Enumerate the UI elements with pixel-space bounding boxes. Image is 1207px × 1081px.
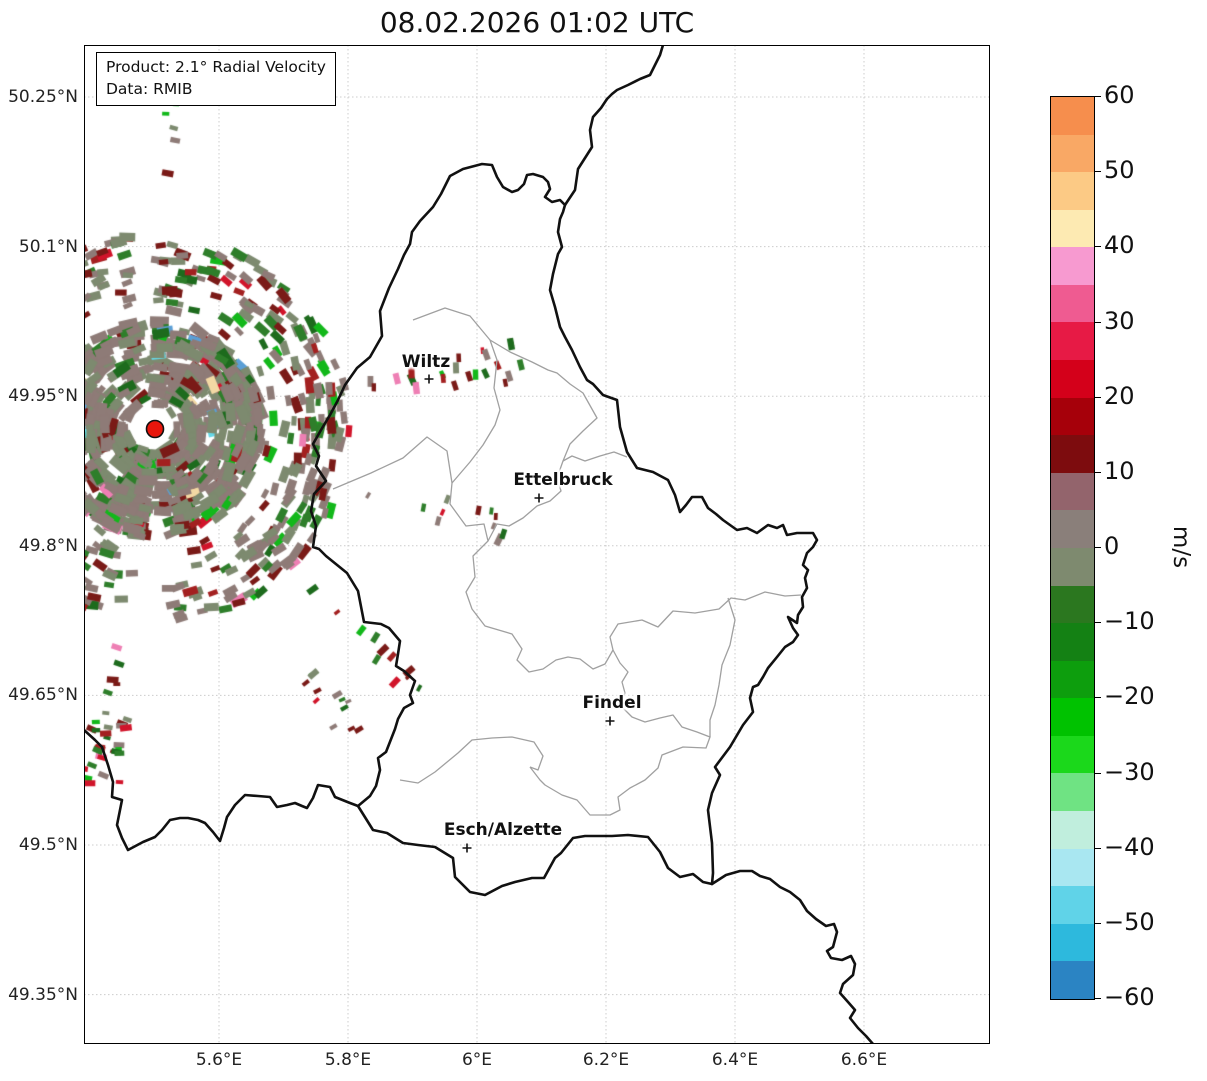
- colorbar-band: [1051, 773, 1094, 811]
- colorbar-tick-label: −20: [1104, 682, 1155, 711]
- canton-border: [399, 736, 544, 784]
- lat-tick-label: 49.5°N: [18, 835, 78, 855]
- colorbar-tick: [1094, 321, 1101, 323]
- lon-tick-label: 6°E: [461, 1050, 493, 1070]
- colorbar-band: [1051, 886, 1094, 924]
- colorbar-tick-label: 40: [1104, 231, 1135, 260]
- colorbar-tick-label: 10: [1104, 456, 1135, 485]
- city-label-wiltz: Wiltz: [401, 352, 451, 372]
- colorbar-band: [1051, 585, 1094, 624]
- colorbar-tick: [1094, 471, 1101, 473]
- lat-tick-label: 49.95°N: [8, 386, 78, 407]
- colorbar-tick-label: 30: [1104, 306, 1135, 335]
- colorbar-tick-label: −60: [1104, 983, 1155, 1011]
- colorbar-band: [1051, 360, 1094, 398]
- product-line: Product: 2.1° Radial Velocity: [106, 58, 326, 76]
- lat-tick-label: 49.65°N: [8, 685, 78, 706]
- colorbar-tick: [1094, 772, 1101, 774]
- colorbar-tick: [1094, 697, 1101, 699]
- national-border-germany-france: [710, 869, 875, 1044]
- product-annotation-box: Product: 2.1° Radial Velocity Data: RMIB: [96, 52, 336, 106]
- colorbar-tick: [1094, 96, 1101, 97]
- colorbar-band: [1051, 97, 1094, 135]
- colorbar-tick-label: 20: [1104, 381, 1135, 410]
- colorbar-band: [1051, 923, 1094, 962]
- colorbar-tick: [1094, 922, 1101, 924]
- data-source-line: Data: RMIB: [106, 80, 193, 99]
- colorbar-tick: [1094, 171, 1101, 173]
- city-label-ettelbruck: Ettelbruck: [513, 470, 613, 490]
- colorbar: [1050, 96, 1095, 1000]
- colorbar-band: [1051, 172, 1094, 210]
- lon-tick-label: 5.6°E: [195, 1050, 243, 1070]
- colorbar-tick: [1094, 547, 1101, 548]
- lat-tick-label: 49.8°N: [18, 535, 78, 556]
- colorbar-band: [1051, 547, 1094, 586]
- canton-border: [412, 307, 501, 484]
- colorbar-tick: [1094, 396, 1101, 398]
- colorbar-tick-label: −40: [1104, 832, 1155, 861]
- page-title: 08.02.2026 01:02 UTC: [379, 6, 695, 39]
- colorbar-band: [1051, 209, 1094, 248]
- colorbar-tick: [1094, 847, 1101, 849]
- canton-border: [562, 451, 628, 462]
- colorbar-band: [1051, 510, 1094, 548]
- colorbar-band: [1051, 435, 1094, 473]
- colorbar-band: [1051, 623, 1094, 661]
- colorbar-band: [1051, 134, 1094, 173]
- national-border-france-belgium: [84, 728, 360, 852]
- lon-tick-label: 5.8°E: [324, 1050, 372, 1070]
- colorbar-tick: [1094, 622, 1101, 624]
- radar-station-marker: [145, 419, 165, 439]
- canton-border: [487, 339, 598, 542]
- colorbar-band: [1051, 660, 1094, 699]
- colorbar-band: [1051, 322, 1094, 361]
- colorbar-unit-label: m/s: [1168, 525, 1194, 569]
- lon-tick-label: 6.2°E: [582, 1050, 630, 1070]
- colorbar-band: [1051, 397, 1094, 436]
- city-label-findel: Findel: [582, 693, 642, 713]
- city-label-esch-alzette: Esch/Alzette: [443, 820, 563, 840]
- canton-border: [709, 597, 736, 737]
- colorbar-tick-label: 60: [1104, 81, 1135, 109]
- colorbar-tick: [1094, 998, 1101, 999]
- colorbar-band: [1051, 810, 1094, 849]
- canton-border: [332, 436, 802, 673]
- lat-tick-label: 50.25°N: [8, 87, 78, 107]
- colorbar-tick-label: −10: [1104, 607, 1155, 636]
- colorbar-tick: [1094, 246, 1101, 248]
- colorbar-tick-label: 0: [1104, 532, 1120, 560]
- map-axes-frame: [84, 45, 990, 1044]
- city-marker-icon: [424, 374, 434, 384]
- luxembourg-border: [309, 162, 819, 897]
- canton-border: [529, 649, 711, 816]
- colorbar-tick-label: −30: [1104, 757, 1155, 786]
- colorbar-tick-label: 50: [1104, 156, 1135, 185]
- colorbar-band: [1051, 472, 1094, 511]
- city-marker-icon: [534, 493, 544, 503]
- colorbar-band: [1051, 247, 1094, 285]
- colorbar-band: [1051, 735, 1094, 774]
- colorbar-band: [1051, 698, 1094, 736]
- national-border-belgium-germany: [563, 45, 665, 207]
- colorbar-tick-label: −50: [1104, 907, 1155, 936]
- lon-tick-label: 6.6°E: [840, 1050, 888, 1070]
- city-marker-icon: [462, 843, 472, 853]
- colorbar-band: [1051, 961, 1094, 999]
- colorbar-band: [1051, 284, 1094, 323]
- lat-tick-label: 50.1°N: [18, 236, 78, 257]
- lat-tick-label: 49.35°N: [8, 984, 78, 1005]
- lon-tick-label: 6.4°E: [711, 1050, 759, 1070]
- city-marker-icon: [605, 716, 615, 726]
- colorbar-band: [1051, 848, 1094, 887]
